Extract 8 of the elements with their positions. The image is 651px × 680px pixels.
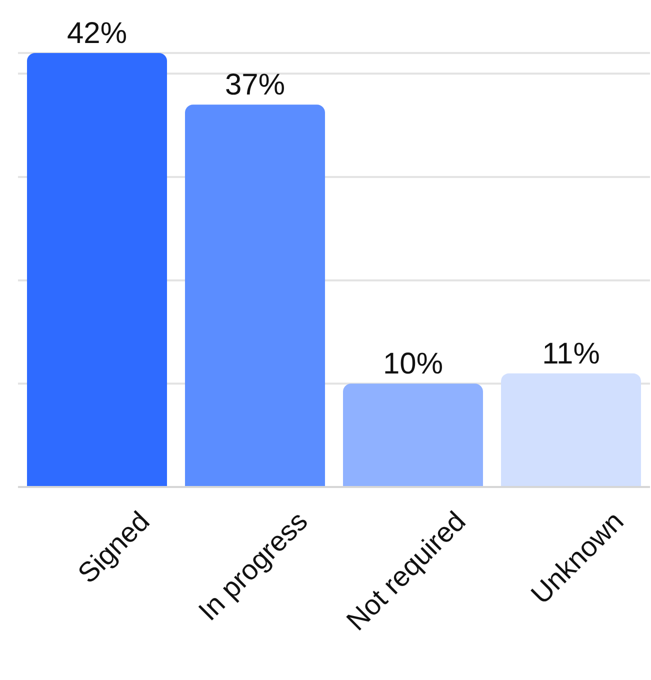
data-label: 37%	[224, 68, 286, 102]
data-label: 11%	[542, 337, 600, 370]
bar	[501, 373, 641, 487]
data-label: 10%	[382, 348, 444, 381]
bar	[27, 53, 167, 487]
bar	[343, 384, 483, 487]
data-label: 42%	[66, 17, 128, 50]
bar	[185, 104, 325, 487]
